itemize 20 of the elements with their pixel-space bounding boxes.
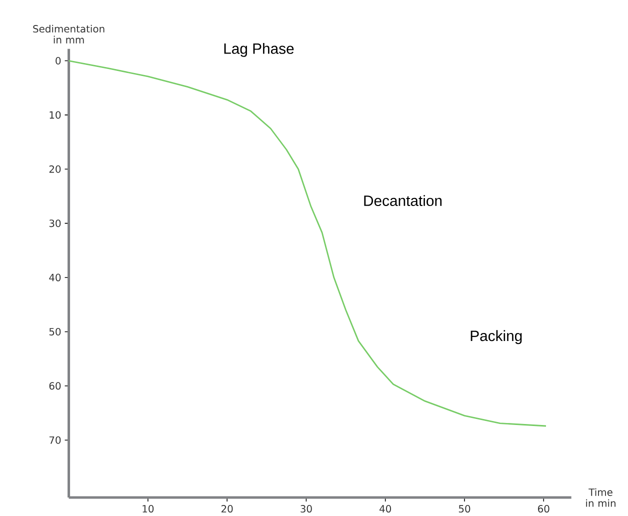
x-tick-label: 40	[380, 505, 392, 513]
annotation: Packing	[470, 330, 522, 344]
y-tick-label: 50	[49, 328, 61, 336]
x-tick-label: 20	[221, 505, 233, 513]
x-axis-title: Time in min	[586, 488, 616, 507]
annotation: Lag Phase	[224, 43, 294, 57]
y-tick-label: 10	[50, 111, 61, 119]
x-tick-label: 50	[458, 505, 470, 513]
y-tick-label: 60	[49, 382, 61, 390]
y-axis-title: Sedimentation in mm	[33, 24, 104, 44]
line-series	[68, 60, 547, 427]
x-tick-label: 30	[300, 505, 312, 513]
y-tick-label: 70	[49, 436, 61, 444]
y-tick-label: 0	[56, 57, 61, 65]
annotation: Decantation	[364, 195, 442, 206]
x-tick-label: 60	[538, 505, 550, 513]
y-tick-label: 20	[49, 165, 61, 173]
y-tick-label: 40	[49, 274, 61, 282]
x-tick-label: 10	[142, 505, 154, 513]
y-tick-label: 30	[49, 220, 61, 228]
